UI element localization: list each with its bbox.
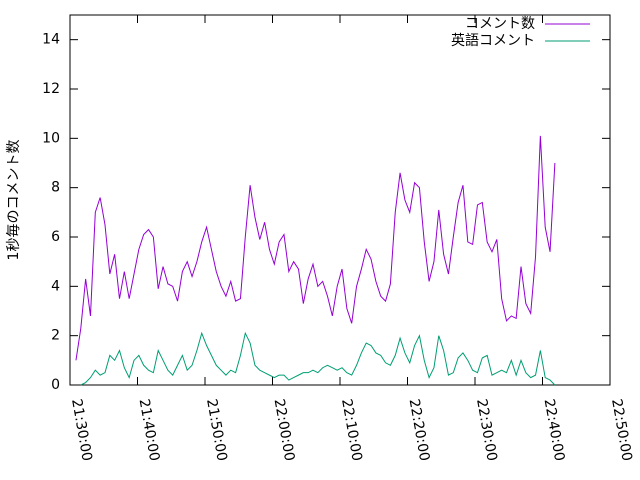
x-tick-label: 21:40:00 [136,398,163,463]
x-tick-label: 22:30:00 [473,398,500,463]
y-tick-label: 8 [51,180,60,196]
y-axis-label: 1秒毎のコメント数 [6,140,22,261]
y-tick-label: 14 [42,32,60,48]
x-tick-label: 21:50:00 [203,398,230,463]
x-tick-label: 21:30:00 [68,398,95,463]
x-tick-label: 22:00:00 [271,398,298,463]
y-tick-label: 0 [51,377,60,393]
x-tick-label: 22:10:00 [338,398,365,463]
x-tick-label: 22:20:00 [406,398,433,463]
x-tick-label: 22:40:00 [541,398,568,463]
plot-border [69,14,611,386]
y-tick-label: 12 [42,81,60,97]
y-tick-label: 4 [51,278,60,294]
legend-label: コメント数 [465,16,535,32]
y-tick-label: 2 [51,328,60,344]
y-tick-label: 6 [51,229,60,245]
legend-label: 英語コメント [451,32,535,49]
series-line [75,135,556,361]
series-line [80,331,556,386]
y-tick-label: 10 [42,130,60,146]
x-tick-label: 22:50:00 [608,398,635,463]
